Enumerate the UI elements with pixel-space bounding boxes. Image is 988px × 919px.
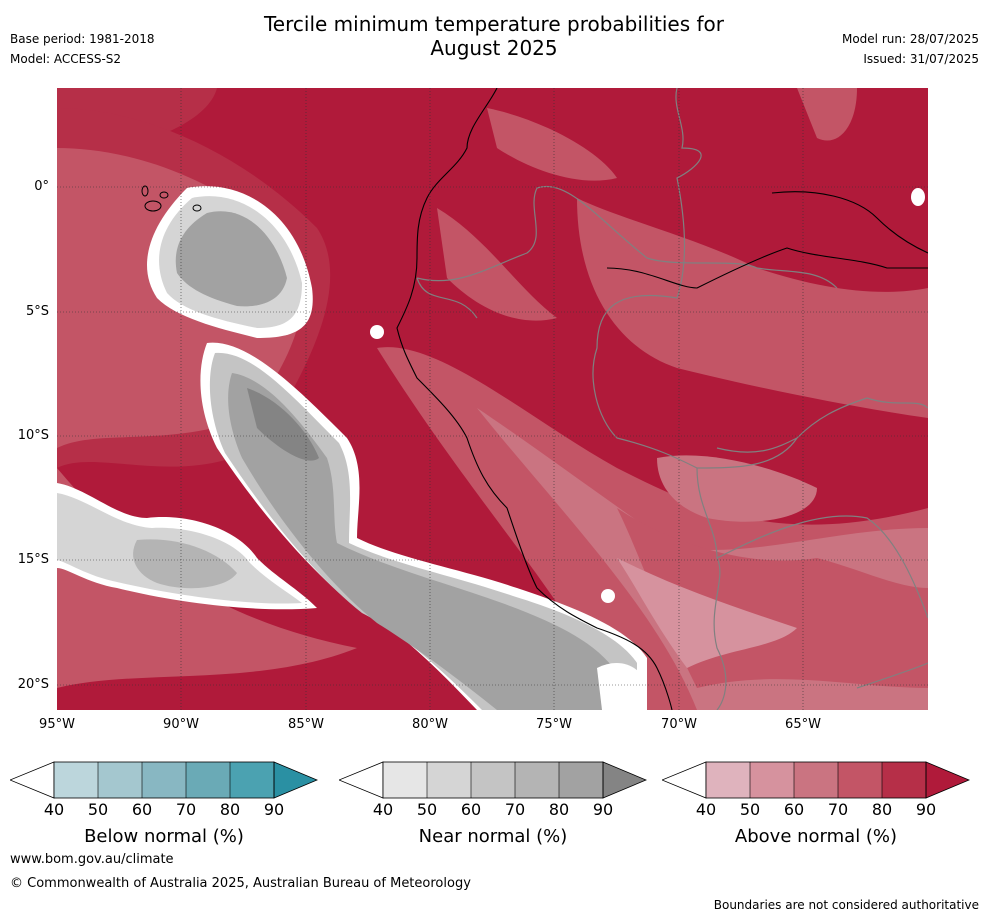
hotspot: [370, 325, 384, 339]
cb-near-seg-1: [383, 762, 427, 798]
cb-below-tick: 40: [43, 800, 65, 819]
model-run: Model run: 28/07/2025: [841, 32, 979, 46]
cb-near-upper-arrow: [602, 761, 647, 799]
cb-below-seg-2: [98, 762, 142, 798]
above-band: [797, 88, 857, 141]
hotspot: [911, 188, 925, 206]
cb-above-seg-2: [750, 762, 794, 798]
cb-below-upper-arrow: [273, 761, 318, 799]
cb-below-tick: 50: [87, 800, 109, 819]
title-line-2: August 2025: [430, 36, 558, 60]
cb-near-lower-arrow: [339, 761, 384, 799]
base-period: Base period: 1981-2018: [10, 32, 155, 46]
meta-left: Base period: 1981-2018 Model: ACCESS-S2: [10, 29, 155, 69]
probability-map: [57, 88, 928, 710]
cb-near-tick: 50: [416, 800, 438, 819]
cb-near-tick: 90: [592, 800, 614, 819]
lat-label-20s: 20°S: [17, 677, 49, 692]
cb-above-seg-5: [882, 762, 926, 798]
cb-near-seg-5: [559, 762, 603, 798]
lon-label-70w: 70°W: [661, 717, 697, 732]
country-borders: [416, 88, 928, 710]
footer-copyright: © Commonwealth of Australia 2025, Austra…: [10, 876, 471, 891]
colorbar-below-title: Below normal (%): [84, 826, 244, 847]
model-name: Model: ACCESS-S2: [10, 52, 122, 66]
cb-below-seg-3: [142, 762, 186, 798]
lon-label-95w: 95°W: [39, 717, 75, 732]
near-band: [597, 663, 647, 710]
near-band: [133, 539, 237, 589]
cb-above-lower-arrow: [662, 761, 707, 799]
hotspot: [601, 589, 615, 603]
cb-near-tick: 80: [548, 800, 570, 819]
cb-below-tick: 90: [263, 800, 285, 819]
lon-label-65w: 65°W: [785, 717, 821, 732]
cb-above-tick: 80: [871, 800, 893, 819]
cb-above-tick: 90: [915, 800, 937, 819]
cb-above-tick: 50: [739, 800, 761, 819]
map-canvas: [57, 88, 928, 710]
cb-below-seg-4: [186, 762, 230, 798]
cb-near-tick: 40: [372, 800, 394, 819]
cb-near-seg-2: [427, 762, 471, 798]
colorbar-near-title: Near normal (%): [418, 826, 568, 847]
above-band: [437, 208, 557, 321]
cb-above-tick: 60: [783, 800, 805, 819]
above-band: [57, 468, 357, 688]
footer-url: www.bom.gov.au/climate: [10, 852, 174, 867]
colorbar-below: [10, 761, 318, 799]
cb-above-upper-arrow: [925, 761, 970, 799]
lon-label-85w: 85°W: [288, 717, 324, 732]
cb-below-tick: 70: [175, 800, 197, 819]
lon-label-75w: 75°W: [536, 717, 572, 732]
lat-label-5s: 5°S: [25, 304, 49, 319]
graticule: [57, 88, 928, 710]
cb-below-seg-1: [54, 762, 98, 798]
galapagos-islands: [141, 185, 202, 212]
footer-note: Boundaries are not considered authoritat…: [713, 898, 979, 912]
lat-label-0: 0°: [34, 179, 49, 194]
meta-right: Model run: 28/07/2025 Issued: 31/07/2025: [842, 29, 979, 69]
near-band: [247, 388, 319, 461]
colorbar-above: [662, 761, 970, 799]
lon-label-80w: 80°W: [412, 717, 448, 732]
cb-near-tick: 60: [460, 800, 482, 819]
cb-above-seg-1: [706, 762, 750, 798]
cb-above-seg-4: [838, 762, 882, 798]
lat-label-10s: 10°S: [17, 428, 49, 443]
cb-below-seg-5: [230, 762, 274, 798]
lat-label-15s: 15°S: [17, 552, 49, 567]
issued-date: Issued: 31/07/2025: [863, 52, 979, 66]
colorbar-above-title: Above normal (%): [734, 826, 898, 847]
cb-near-seg-3: [471, 762, 515, 798]
above-band: [577, 198, 928, 418]
colorbar-near: [339, 761, 647, 799]
title-line-1: Tercile minimum temperature probabilitie…: [263, 12, 725, 36]
cb-above-tick: 70: [827, 800, 849, 819]
cb-below-lower-arrow: [10, 761, 55, 799]
coastline: [396, 88, 928, 710]
cb-below-tick: 80: [219, 800, 241, 819]
cb-below-tick: 60: [131, 800, 153, 819]
above-band: [617, 558, 797, 668]
map-title: Tercile minimum temperature probabilitie…: [0, 12, 988, 60]
near-band: [175, 211, 287, 307]
cb-near-seg-4: [515, 762, 559, 798]
cb-above-seg-3: [794, 762, 838, 798]
cb-near-tick: 70: [504, 800, 526, 819]
above-band: [487, 108, 617, 181]
near-band: [228, 373, 617, 710]
lon-label-90w: 90°W: [163, 717, 199, 732]
cb-above-tick: 40: [695, 800, 717, 819]
